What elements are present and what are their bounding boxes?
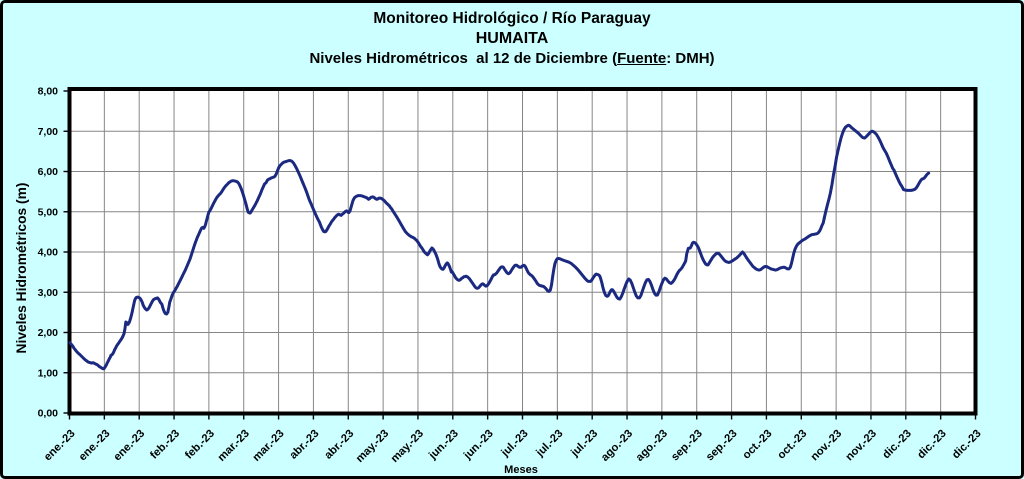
svg-text:ene.-23: ene.-23 (112, 428, 148, 464)
svg-text:ene.-23: ene.-23 (42, 428, 78, 464)
svg-text:1,00: 1,00 (38, 367, 59, 379)
svg-text:abr.-23: abr.-23 (322, 428, 356, 462)
svg-text:Meses: Meses (504, 464, 538, 476)
svg-text:sep.-23: sep.-23 (669, 428, 705, 464)
svg-text:jul.-23: jul.-23 (533, 428, 565, 460)
svg-text:ene.-23: ene.-23 (77, 428, 113, 464)
svg-text:jul.-23: jul.-23 (568, 428, 600, 460)
svg-text:sep.-23: sep.-23 (704, 428, 740, 464)
svg-text:abr.-23: abr.-23 (288, 428, 322, 462)
svg-text:Niveles Hidrométricos (m): Niveles Hidrométricos (m) (14, 183, 29, 354)
svg-text:6,00: 6,00 (38, 166, 59, 178)
svg-text:2,00: 2,00 (38, 327, 59, 339)
svg-text:jun.-23: jun.-23 (461, 428, 496, 463)
svg-text:oct.-23: oct.-23 (741, 428, 775, 462)
svg-text:feb.-23: feb.-23 (183, 428, 217, 462)
svg-text:4,00: 4,00 (38, 247, 59, 259)
svg-text:may.-23: may.-23 (354, 428, 391, 465)
svg-text:ago.-23: ago.-23 (599, 428, 635, 464)
svg-text:5,00: 5,00 (38, 206, 59, 218)
svg-text:mar.-23: mar.-23 (251, 428, 287, 464)
svg-text:nov.-23: nov.-23 (843, 428, 879, 464)
svg-text:dic.-23: dic.-23 (880, 428, 914, 462)
svg-text:ago.-23: ago.-23 (634, 428, 670, 464)
svg-text:feb.-23: feb.-23 (148, 428, 182, 462)
svg-text:3,00: 3,00 (38, 287, 59, 299)
svg-text:oct.-23: oct.-23 (775, 428, 809, 462)
svg-text:0,00: 0,00 (38, 408, 59, 420)
svg-text:may.-23: may.-23 (389, 428, 426, 465)
svg-text:jul.-23: jul.-23 (499, 428, 531, 460)
svg-text:jun.-23: jun.-23 (426, 428, 461, 463)
svg-text:mar.-23: mar.-23 (216, 428, 252, 464)
svg-text:dic.-23: dic.-23 (915, 428, 949, 462)
svg-text:nov.-23: nov.-23 (809, 428, 845, 464)
svg-text:8,00: 8,00 (38, 86, 59, 98)
svg-text:dic.-23: dic.-23 (950, 428, 984, 462)
svg-text:7,00: 7,00 (38, 126, 59, 138)
